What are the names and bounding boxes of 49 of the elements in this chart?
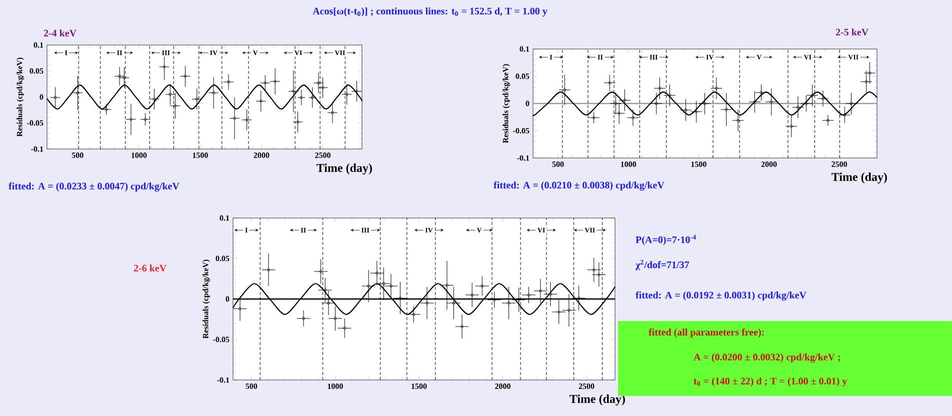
x-tick-label: 1000	[621, 162, 636, 167]
x-axis-title: Time (day)	[316, 164, 372, 174]
y-tick-label: 0.1	[520, 46, 530, 52]
y-tick-label: -0.05	[27, 120, 44, 126]
x-tick-label: 2000	[495, 384, 510, 389]
text: fitted (all parameters free):	[648, 328, 764, 338]
text: fitted: A = (0.0210 ± 0.0038) cpd/kg/keV	[494, 181, 664, 191]
text: χ$^{2}$/dof=71/37	[636, 260, 690, 270]
x-tick-label: 2500	[315, 152, 330, 158]
text: Acos[ω(t-t$_{0}$)] ; continuous lines: t$_{0}$ = 152.5 d, T = 1.00 y	[312, 7, 548, 17]
x-tick-label: 1000	[132, 152, 147, 158]
x-tick-label: 2500	[832, 162, 848, 167]
x-tick-label: 2000	[761, 162, 777, 167]
x-tick-label: 1000	[328, 384, 343, 389]
x-tick-label: 1500	[691, 162, 706, 167]
x-tick-label: 2500	[578, 384, 594, 389]
y-tick-label: 0.1	[220, 215, 230, 221]
y-axis-title: Residuals (cpd/kg/keV)	[202, 260, 210, 339]
point	[104, 108, 108, 111]
y-tick-label: 0	[526, 100, 530, 106]
x-tick-label: 500	[246, 384, 258, 389]
text: A = (0.0200 ± 0.0032) cpd/kg/keV ;	[694, 353, 840, 363]
x-axis-title: Time (day)	[832, 172, 887, 184]
y-tick-label: -0.1	[31, 146, 44, 152]
text: 2-6 keV	[134, 264, 166, 272]
y-tick-label: 0	[226, 296, 230, 302]
x-axis-title: Time (day)	[570, 394, 625, 406]
text: P(A=0)=7·10$^{-4}$	[636, 234, 696, 246]
x-tick-label: 2000	[254, 152, 270, 158]
y-tick-label: 0.05	[30, 68, 44, 74]
y-tick-label: 0.1	[34, 42, 44, 48]
y-tick-label: -0.1	[217, 377, 230, 383]
y-axis-title: Residuals (cpd/kg/keV)	[16, 58, 24, 137]
x-tick-label: 1500	[412, 384, 427, 389]
y-axis-title: Residuals (cpd/kg/keV)	[502, 64, 510, 144]
x-tick-label: 500	[72, 152, 84, 158]
text: fitted: A = (0.0192 ± 0.0031) cpd/kg/keV	[636, 291, 806, 301]
text: t$_{0}$ = (140 ± 22) d ; T = (1.00 ± 0.01) y	[694, 377, 848, 387]
y-tick-label: 0.05	[216, 256, 230, 262]
y-tick-label: 0.05	[516, 74, 530, 79]
chart-subtitle: 2-5 keV	[836, 28, 868, 36]
y-tick-label: -0.05	[513, 128, 530, 134]
chart-subtitle: 2-4 keV	[44, 29, 76, 37]
text: fitted: A = (0.0233 ± 0.0047) cpd/kg/keV	[8, 182, 180, 192]
y-tick-label: -0.05	[213, 336, 230, 342]
y-tick-label: -0.1	[517, 155, 530, 161]
x-tick-label: 1500	[192, 152, 208, 158]
x-tick-label: 500	[552, 162, 564, 167]
y-tick-label: 0	[40, 94, 44, 100]
